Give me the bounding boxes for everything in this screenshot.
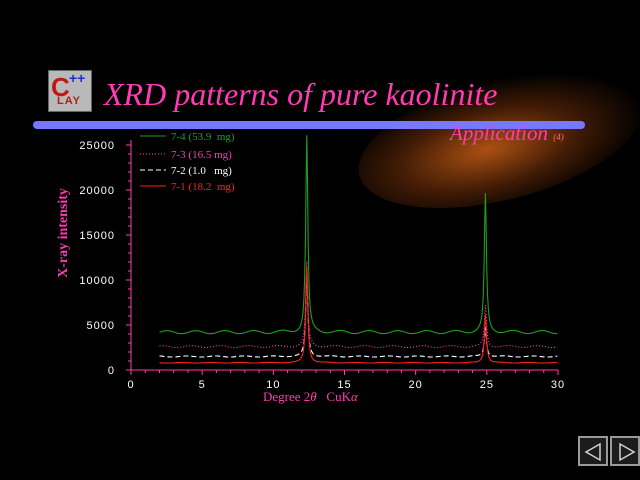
triangle-right-icon [619, 442, 636, 462]
chart-labels: X-ray intensity Degree 2θ CuKα [56, 188, 359, 404]
x-tick-label: 20 [409, 379, 423, 391]
chart-axes: 0 5000 10000 15000 20000 25000 0 5 10 15 20 25 30 [79, 140, 565, 391]
series-line [159, 275, 558, 358]
chart-legend: 7-4 (53.9 mg) 7-3 (16.5 mg) 7-2 (1.0 mg) 7-… [140, 131, 235, 193]
chart-series [159, 135, 558, 364]
y-axis-title: X-ray intensity [56, 188, 71, 278]
next-slide-button[interactable] [610, 436, 640, 466]
legend-label: 7-1 (18.2 mg) [171, 181, 235, 193]
series-line [159, 261, 558, 349]
x-tick-label: 15 [337, 379, 351, 391]
y-tick-label: 25000 [79, 140, 115, 152]
x-tick-label: 5 [199, 379, 206, 391]
triangle-left-icon [584, 442, 601, 462]
clay-logo: C ++ LAY [48, 70, 92, 112]
x-axis-title: Degree 2θ CuKα [263, 389, 359, 404]
legend-label: 7-4 (53.9 mg) [171, 131, 235, 143]
title-underline-bar [33, 121, 585, 129]
prev-slide-button[interactable] [578, 436, 608, 466]
legend-label: 7-3 (16.5 mg) [171, 149, 232, 161]
y-tick-label: 10000 [79, 275, 115, 287]
application-label: Application (4) [450, 121, 564, 146]
series-line [159, 135, 558, 335]
page-title: XRD patterns of pure kaolinite [104, 76, 498, 112]
x-tick-label: 30 [551, 379, 565, 391]
y-tick-label: 20000 [79, 185, 115, 197]
series-line [159, 266, 558, 364]
x-tick-label: 10 [266, 379, 280, 391]
x-tick-label: 0 [127, 379, 134, 391]
x-tick-label: 25 [480, 379, 494, 391]
application-text: Application [450, 121, 548, 145]
y-tick-label: 15000 [79, 230, 115, 242]
application-number: (4) [553, 132, 564, 142]
legend-label: 7-2 (1.0 mg) [171, 165, 232, 177]
y-tick-label: 5000 [87, 320, 115, 332]
y-tick-label: 0 [108, 365, 115, 377]
